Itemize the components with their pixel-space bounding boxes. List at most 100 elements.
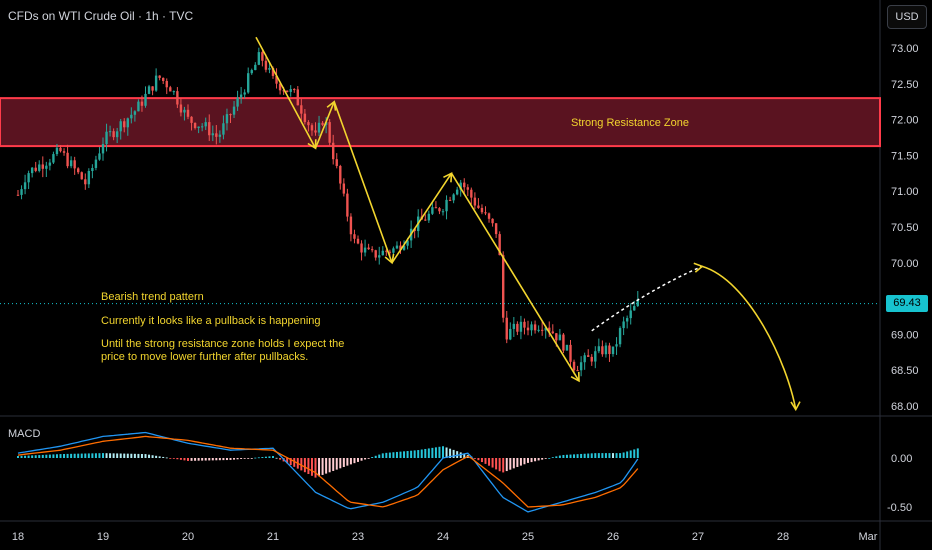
candle-body [48,162,52,166]
trend-arrowhead [307,139,317,150]
annotation-bearish: Bearish trend pattern [101,291,204,303]
histogram-bar [123,453,126,458]
price-tick-label: 69.00 [891,329,919,341]
candle-body [147,86,151,94]
candle-body [356,238,360,244]
candle-body [151,86,154,91]
candle-body [374,250,377,258]
candle-body [611,346,615,355]
candle-body [215,133,218,137]
histogram-bar [275,457,278,459]
candle-body [69,160,73,167]
histogram-bar [31,455,34,458]
histogram-bar [172,458,175,459]
histogram-bar [622,452,625,458]
price-tick-label: 68.50 [891,365,919,377]
candle-body [512,323,516,329]
histogram-bar [179,458,182,460]
candle-body [565,344,569,351]
candle-body [349,216,353,235]
candle-body [388,251,392,253]
trend-line [391,172,453,264]
candle-body [84,179,87,185]
macd-tick-label: -0.50 [887,502,912,514]
histogram-bar [399,451,402,458]
candle-body [154,75,158,91]
candle-body [183,109,186,113]
price-axis[interactable] [880,0,932,550]
candle-body [87,171,91,185]
candle-body [353,234,356,239]
candle-body [264,60,268,70]
candle-body [346,193,349,217]
candle-body [328,122,331,143]
histogram-bar [541,458,544,460]
histogram-bar [445,447,448,458]
candle-body [225,114,229,124]
histogram-bar [367,458,370,459]
histogram-bar [80,453,83,458]
histogram-bar [187,458,189,461]
time-tick-label: 26 [607,531,619,543]
histogram-bar [480,458,483,463]
price-tick-label: 72.50 [891,79,919,91]
candle-body [133,111,137,115]
histogram-bar [112,453,115,458]
histogram-bar [498,458,501,472]
candle-body [73,160,76,169]
candle-body [487,213,491,219]
histogram-bar [381,453,384,458]
candle-body [615,344,618,347]
candle-body [38,164,41,171]
histogram-bar [66,453,69,458]
histogram-bar [583,453,586,458]
candle-body [385,250,388,252]
histogram-bar [229,458,232,460]
histogram-bar [197,458,200,461]
currency-button[interactable]: USD [887,5,927,29]
time-tick-label: 24 [437,531,449,543]
histogram-bar [20,455,23,458]
candle-body [452,194,455,201]
macd-pane[interactable] [0,417,880,521]
histogram-bar [91,453,94,458]
histogram-bar [286,458,289,464]
histogram-bar [527,458,529,463]
candle-body [558,334,562,341]
candle-body [608,345,611,355]
price-pane[interactable] [0,0,880,415]
histogram-bar [431,447,434,458]
candle-body [604,345,608,355]
candle-body [200,126,204,128]
histogram-bar [378,454,381,458]
candle-body [370,249,374,251]
candle-body [594,351,597,362]
histogram-bar [176,458,179,460]
histogram-bar [438,446,441,458]
histogram-bar [601,453,604,458]
candle-body [247,73,250,93]
histogram-bar [109,453,112,458]
histogram-bar [569,454,572,458]
candle-body [123,121,126,128]
histogram-bar [491,458,494,468]
histogram-bar [55,454,58,458]
histogram-bar [548,458,551,459]
candle-body [406,240,409,246]
histogram-bar [633,449,636,458]
histogram-bar [357,458,359,462]
trend-arrowhead [443,171,453,183]
histogram-bar [463,453,466,458]
candle-body [633,306,636,311]
candle-body [204,122,207,127]
candle-body [20,189,23,195]
candle-body [30,167,34,174]
candle-body [162,77,165,81]
candle-body [519,321,523,332]
histogram-bar [516,458,519,467]
histogram-bar [208,458,211,461]
resistance-zone[interactable] [0,97,881,148]
time-tick-label: 25 [522,531,534,543]
time-tick-label: 28 [777,531,789,543]
